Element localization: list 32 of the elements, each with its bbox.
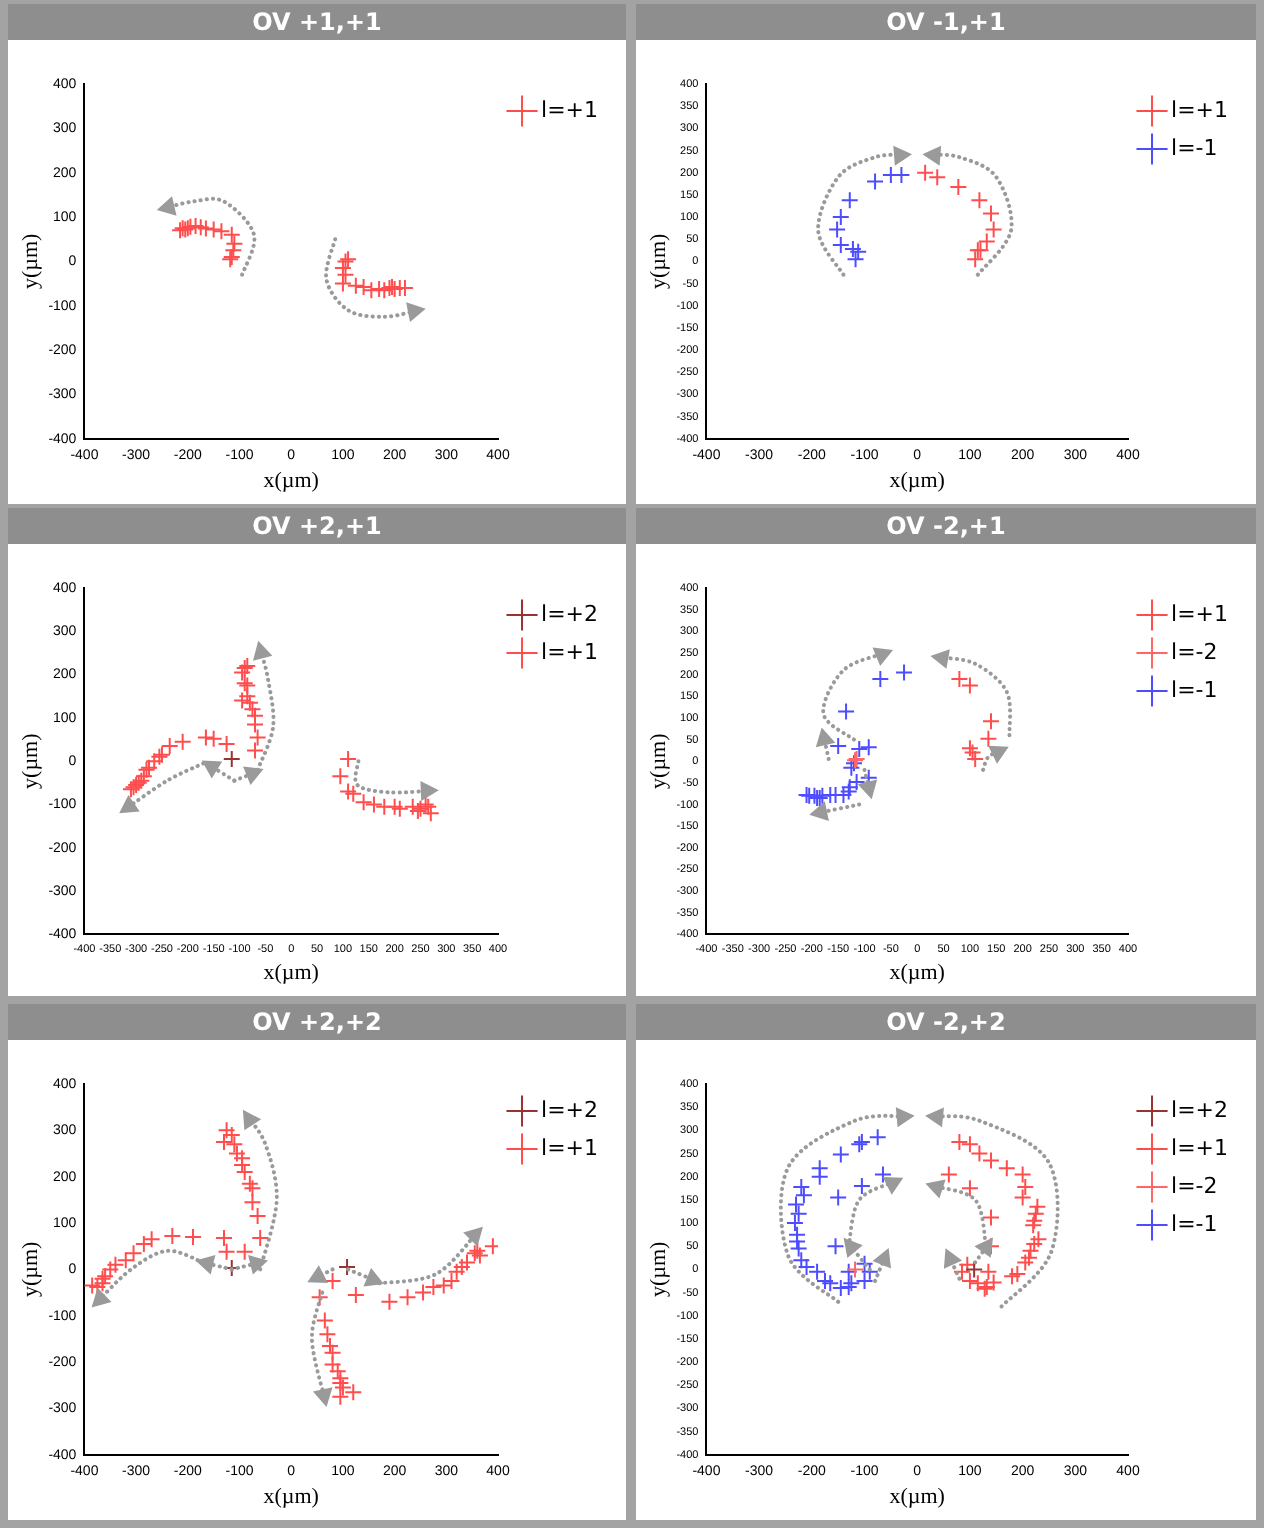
chart-title: OV -2,+2 bbox=[636, 1004, 1256, 1040]
y-axis-title: y(µm) bbox=[646, 233, 671, 290]
y-axis-title: y(µm) bbox=[18, 732, 43, 789]
legend-label: l=+1 bbox=[541, 96, 599, 123]
chart-title: OV -1,+1 bbox=[636, 4, 1256, 40]
legend-label: l=+1 bbox=[1171, 600, 1229, 627]
legend-label: l=-2 bbox=[1171, 1172, 1218, 1199]
y-axis-title: y(µm) bbox=[18, 233, 43, 290]
legend-label: l=-1 bbox=[1171, 676, 1218, 703]
legend-label: l=-1 bbox=[1171, 134, 1218, 161]
x-axis-title: x(µm) bbox=[889, 468, 946, 493]
chart-title: OV +2,+1 bbox=[8, 508, 626, 544]
legend-label: l=+1 bbox=[541, 638, 599, 665]
chart-title: OV +1,+1 bbox=[8, 4, 626, 40]
chart-title: OV +2,+2 bbox=[8, 1004, 626, 1040]
x-axis-title: x(µm) bbox=[889, 960, 946, 985]
legend-label: l=+1 bbox=[1171, 96, 1229, 123]
x-axis-title: x(µm) bbox=[263, 960, 320, 985]
x-axis-title: x(µm) bbox=[263, 1484, 320, 1509]
chart-title: OV -2,+1 bbox=[636, 508, 1256, 544]
legend-label: l=-1 bbox=[1171, 1210, 1218, 1237]
legend-label: l=-2 bbox=[1171, 638, 1218, 665]
y-axis-title: y(µm) bbox=[18, 1241, 43, 1298]
y-axis-title: y(µm) bbox=[646, 732, 671, 789]
legend-label: l=+2 bbox=[541, 1096, 599, 1123]
legend-label: l=+1 bbox=[1171, 1134, 1229, 1161]
legend-label: l=+1 bbox=[541, 1134, 599, 1161]
x-axis-title: x(µm) bbox=[263, 468, 320, 493]
y-axis-title: y(µm) bbox=[646, 1241, 671, 1298]
x-axis-title: x(µm) bbox=[889, 1484, 946, 1509]
legend-label: l=+2 bbox=[541, 600, 599, 627]
legend-label: l=+2 bbox=[1171, 1096, 1229, 1123]
